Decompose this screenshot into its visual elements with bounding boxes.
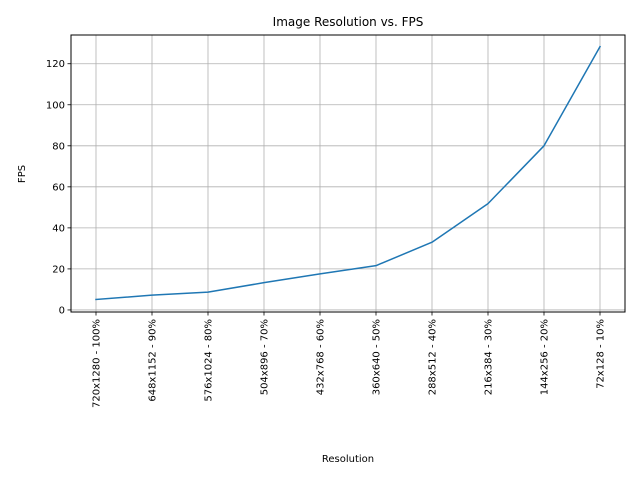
y-tick-label: 60 xyxy=(52,182,65,193)
y-tick-label: 40 xyxy=(52,223,65,234)
y-axis-label: FPS xyxy=(17,165,28,183)
y-tick-label: 120 xyxy=(46,59,65,70)
series-layer xyxy=(95,45,602,301)
y-tick-label: 80 xyxy=(52,141,65,152)
x-tick-label: 648x1152 - 90% xyxy=(148,319,159,402)
x-tick-label: 360x640 - 50% xyxy=(372,319,383,395)
y-tick-label: 0 xyxy=(59,305,65,316)
chart-title: Image Resolution vs. FPS xyxy=(273,15,424,29)
series-line-0 xyxy=(95,45,602,301)
x-tick-label: 504x896 - 70% xyxy=(260,319,271,395)
x-tick-label: 576x1024 - 80% xyxy=(204,319,215,402)
x-tick-label: 432x768 - 60% xyxy=(316,319,327,395)
x-tick-label: 72x128 - 10% xyxy=(596,319,607,389)
grid-lines xyxy=(71,35,625,312)
y-axis: 0 20 40 60 80 100 120 xyxy=(46,59,71,316)
x-tick-label: 288x512 - 40% xyxy=(428,319,439,395)
x-tick-label: 144x256 - 20% xyxy=(540,319,551,395)
plot-frame xyxy=(70,34,626,313)
y-tick-label: 20 xyxy=(52,264,65,275)
x-tick-label: 720x1280 - 100% xyxy=(92,319,103,408)
y-tick-label: 100 xyxy=(46,100,65,111)
x-axis-label: Resolution xyxy=(322,454,374,465)
x-tick-label: 216x384 - 30% xyxy=(484,319,495,395)
x-axis: 720x1280 - 100% 648x1152 - 90% 576x1024 - … xyxy=(92,312,607,408)
